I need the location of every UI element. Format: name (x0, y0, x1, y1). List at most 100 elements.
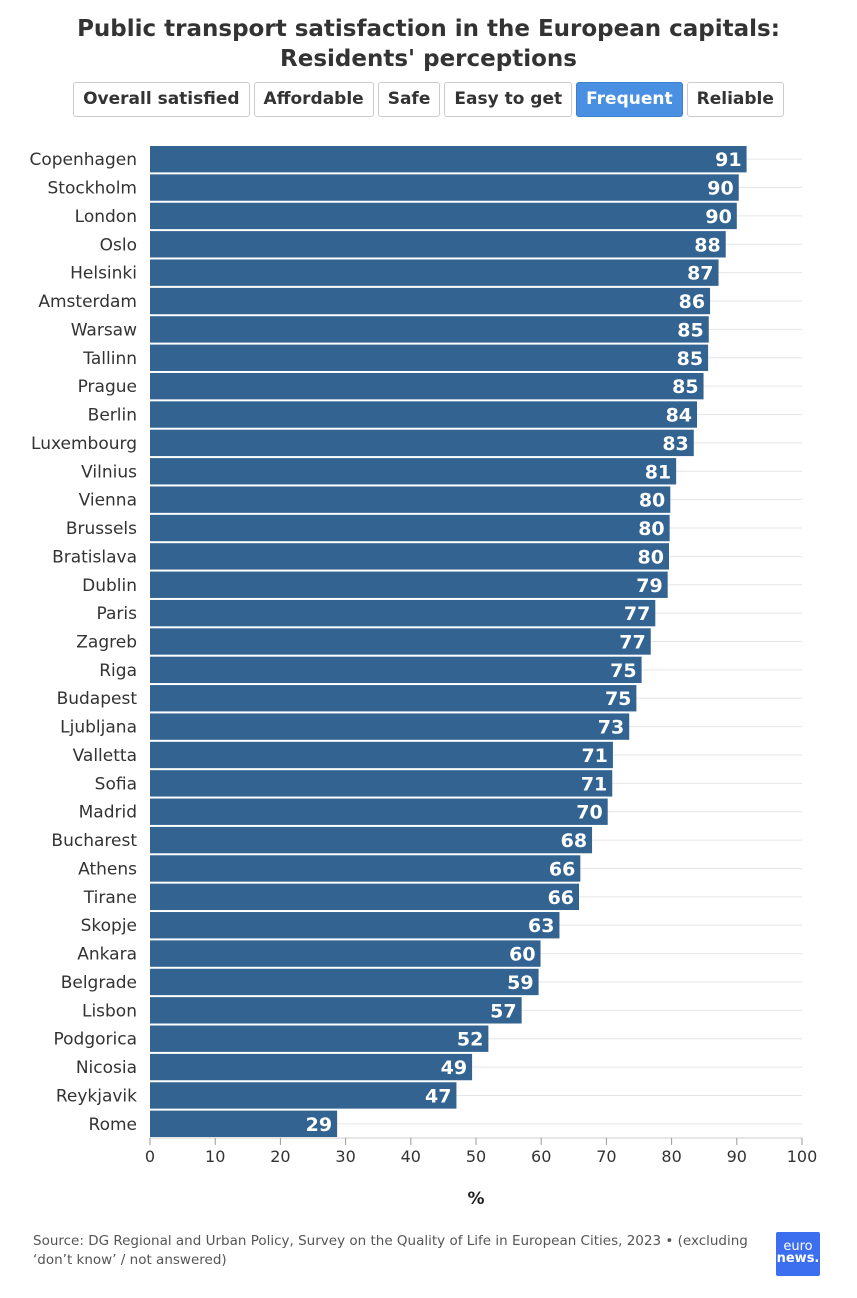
data-label: 88 (694, 234, 720, 256)
bar[interactable] (150, 401, 698, 428)
bar[interactable] (150, 1082, 457, 1109)
euronews-logo[interactable]: euro news. (776, 1232, 820, 1276)
bar[interactable] (150, 316, 709, 343)
bar[interactable] (150, 628, 651, 655)
tab-safe[interactable]: Safe (377, 82, 441, 117)
tab-frequent[interactable]: Frequent (576, 82, 683, 117)
category-label: Amsterdam (38, 292, 137, 312)
bar[interactable] (150, 741, 613, 769)
category-label: Stockholm (47, 179, 137, 199)
data-label: 85 (672, 376, 698, 398)
data-label: 80 (638, 518, 664, 540)
category-label: Sofia (95, 774, 137, 794)
tick-label: 100 (787, 1147, 818, 1166)
bar[interactable] (150, 826, 593, 854)
bar[interactable] (150, 798, 608, 825)
category-label: Helsinki (70, 264, 137, 284)
bar[interactable] (150, 656, 642, 684)
data-label: 84 (666, 405, 692, 427)
metric-tabs: Overall satisfied Affordable Safe Easy t… (0, 82, 857, 117)
category-label: Lisbon (82, 1001, 137, 1021)
data-label: 66 (548, 887, 574, 909)
data-label: 71 (581, 745, 607, 767)
tab-overall-satisfied[interactable]: Overall satisfied (73, 82, 250, 117)
category-label: Prague (78, 377, 137, 397)
bar[interactable] (150, 543, 669, 570)
category-label: Rome (89, 1115, 137, 1135)
bar[interactable] (150, 372, 704, 400)
bar[interactable] (150, 344, 709, 371)
bar[interactable] (150, 202, 737, 230)
data-label: 59 (507, 972, 533, 994)
category-label: Valletta (73, 746, 137, 766)
bar[interactable] (150, 571, 668, 598)
bar[interactable] (150, 770, 613, 797)
bar[interactable] (150, 685, 637, 712)
bar[interactable] (150, 287, 711, 315)
bar[interactable] (150, 968, 539, 996)
category-label: Bucharest (51, 831, 137, 851)
category-label: Riga (99, 661, 137, 681)
data-label: 87 (687, 263, 713, 285)
tab-reliable[interactable]: Reliable (686, 82, 784, 117)
category-label: Copenhagen (29, 150, 137, 170)
bar[interactable] (150, 259, 719, 286)
tick-label: 80 (661, 1147, 681, 1166)
data-label: 75 (605, 688, 631, 710)
tick-label: 30 (335, 1147, 355, 1166)
category-label: Budapest (57, 689, 138, 709)
tick-label: 90 (727, 1147, 747, 1166)
category-label: Tirane (83, 888, 137, 908)
data-label: 63 (528, 915, 554, 937)
category-label: Belgrade (61, 973, 137, 993)
tab-affordable[interactable]: Affordable (253, 82, 374, 117)
tick-label: 0 (145, 1147, 155, 1166)
bar[interactable] (150, 1025, 489, 1052)
category-label: Nicosia (76, 1058, 137, 1078)
bar[interactable] (150, 146, 747, 173)
tab-easy-to-get[interactable]: Easy to get (444, 82, 573, 117)
bars (150, 146, 747, 1137)
logo-text-top: euro (783, 1239, 813, 1254)
category-label: Ljubljana (60, 718, 137, 738)
category-label: Paris (97, 604, 138, 624)
data-label: 83 (662, 433, 688, 455)
data-label: 29 (306, 1114, 332, 1136)
category-label: Madrid (79, 803, 137, 823)
category-label: Warsaw (71, 320, 137, 340)
bar[interactable] (150, 1110, 338, 1137)
bar[interactable] (150, 429, 694, 457)
bar[interactable] (150, 174, 739, 201)
bar[interactable] (150, 713, 630, 740)
bar[interactable] (150, 855, 581, 882)
bar[interactable] (150, 231, 726, 258)
data-label: 90 (705, 206, 731, 228)
x-axis-ticks: 0 10 20 30 40 50 60 70 80 90 100 (145, 1138, 817, 1166)
bar[interactable] (150, 599, 656, 627)
tick-label: 60 (531, 1147, 551, 1166)
bar[interactable] (150, 1053, 473, 1081)
source-note: Source: DG Regional and Urban Policy, Su… (33, 1233, 748, 1268)
bar[interactable] (150, 883, 580, 911)
chart-title: Public transport satisfaction in the Eur… (0, 14, 857, 74)
category-label: Zagreb (76, 633, 137, 653)
data-label: 71 (581, 773, 607, 795)
logo-text-bottom: news. (776, 1251, 820, 1266)
data-label: 86 (679, 291, 705, 313)
category-label: Luxembourg (31, 434, 137, 454)
category-label: Dublin (82, 576, 137, 596)
x-axis-title: % (467, 1189, 484, 1209)
data-label: 52 (457, 1029, 483, 1051)
bar[interactable] (150, 514, 670, 542)
category-label: Reykjavik (56, 1086, 137, 1106)
bar[interactable] (150, 486, 671, 513)
category-label: Athens (78, 859, 137, 879)
bar[interactable] (150, 940, 541, 967)
category-label: Oslo (100, 235, 137, 255)
bar[interactable] (150, 458, 677, 485)
tick-label: 10 (205, 1147, 225, 1166)
data-label: 57 (490, 1000, 516, 1022)
bar[interactable] (150, 997, 522, 1024)
category-label: Vienna (79, 491, 137, 511)
bar[interactable] (150, 912, 560, 939)
